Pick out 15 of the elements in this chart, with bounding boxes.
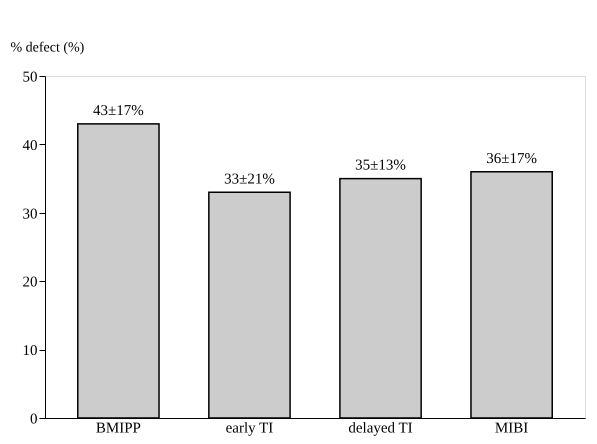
y-tick-label: 30 (22, 206, 38, 222)
x-tick-label: early TI (226, 420, 274, 436)
data-label: 43±17% (93, 102, 144, 119)
data-label: 33±21% (224, 171, 275, 188)
x-tick-label: MIBI (494, 420, 528, 436)
data-label: 35±13% (355, 158, 406, 174)
y-tick-label: 40 (22, 138, 38, 154)
y-tick-label: 20 (22, 274, 38, 291)
y-axis-title: % defect (%) (10, 40, 85, 56)
y-tick-label: 10 (22, 343, 38, 360)
x-tick-label: BMIPP (96, 420, 141, 436)
y-tick-label: 50 (22, 70, 38, 86)
y-tick-label: 0 (30, 412, 38, 428)
data-label: 36±17% (486, 150, 537, 167)
x-tick-label: delayed TI (348, 420, 413, 436)
